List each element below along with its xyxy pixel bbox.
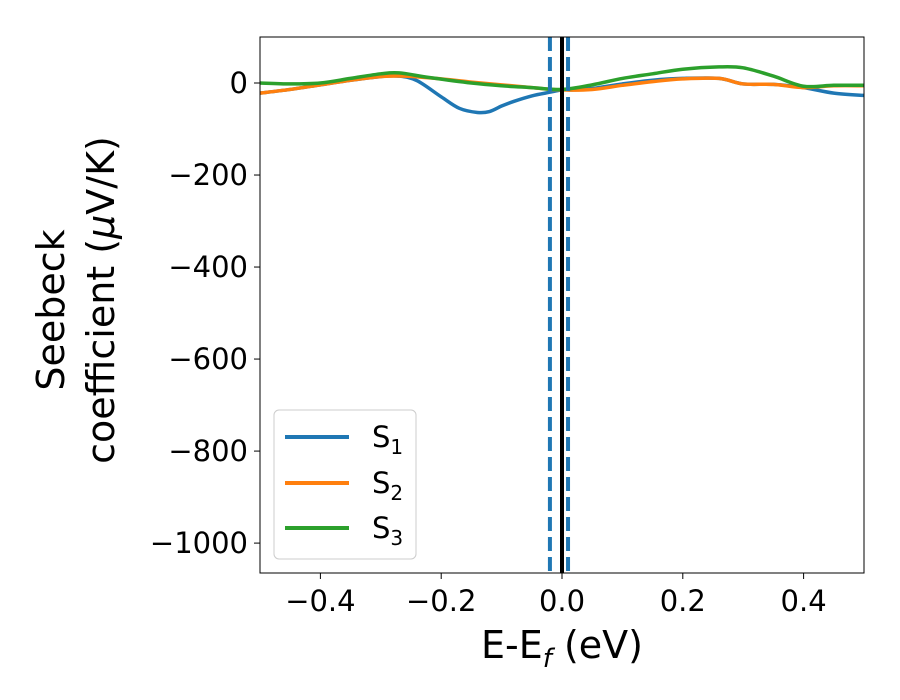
y-tick-label: −200: [168, 158, 248, 192]
x-tick-label: −0.2: [406, 584, 476, 618]
y-axis-label-line2: coefficient (μV/K): [79, 136, 123, 464]
legend-label-s2: S2: [372, 466, 403, 505]
x-axis-label: E-Ef (eV): [481, 623, 643, 674]
y-tick-label: −600: [168, 342, 248, 376]
legend: S1 S2 S3: [273, 409, 417, 560]
y-tick-label: −800: [168, 434, 248, 468]
x-tick-label: −0.4: [285, 584, 355, 618]
legend-label-s1: S1: [372, 420, 403, 459]
axes-ticks: −0.4 −0.2 0.0 0.2 0.4 0 −200 −400 −600 −800 −1000: [150, 66, 827, 618]
y-tick-label: −1000: [150, 526, 248, 560]
x-tick-label: 0.0: [539, 584, 585, 618]
y-axis-label-line1: Seebeck: [29, 229, 73, 390]
legend-label-s3: S3: [372, 511, 403, 550]
y-tick-label: −400: [168, 250, 248, 284]
y-tick-label: 0: [230, 66, 248, 100]
x-tick-label: 0.2: [660, 584, 706, 618]
x-tick-label: 0.4: [781, 584, 827, 618]
